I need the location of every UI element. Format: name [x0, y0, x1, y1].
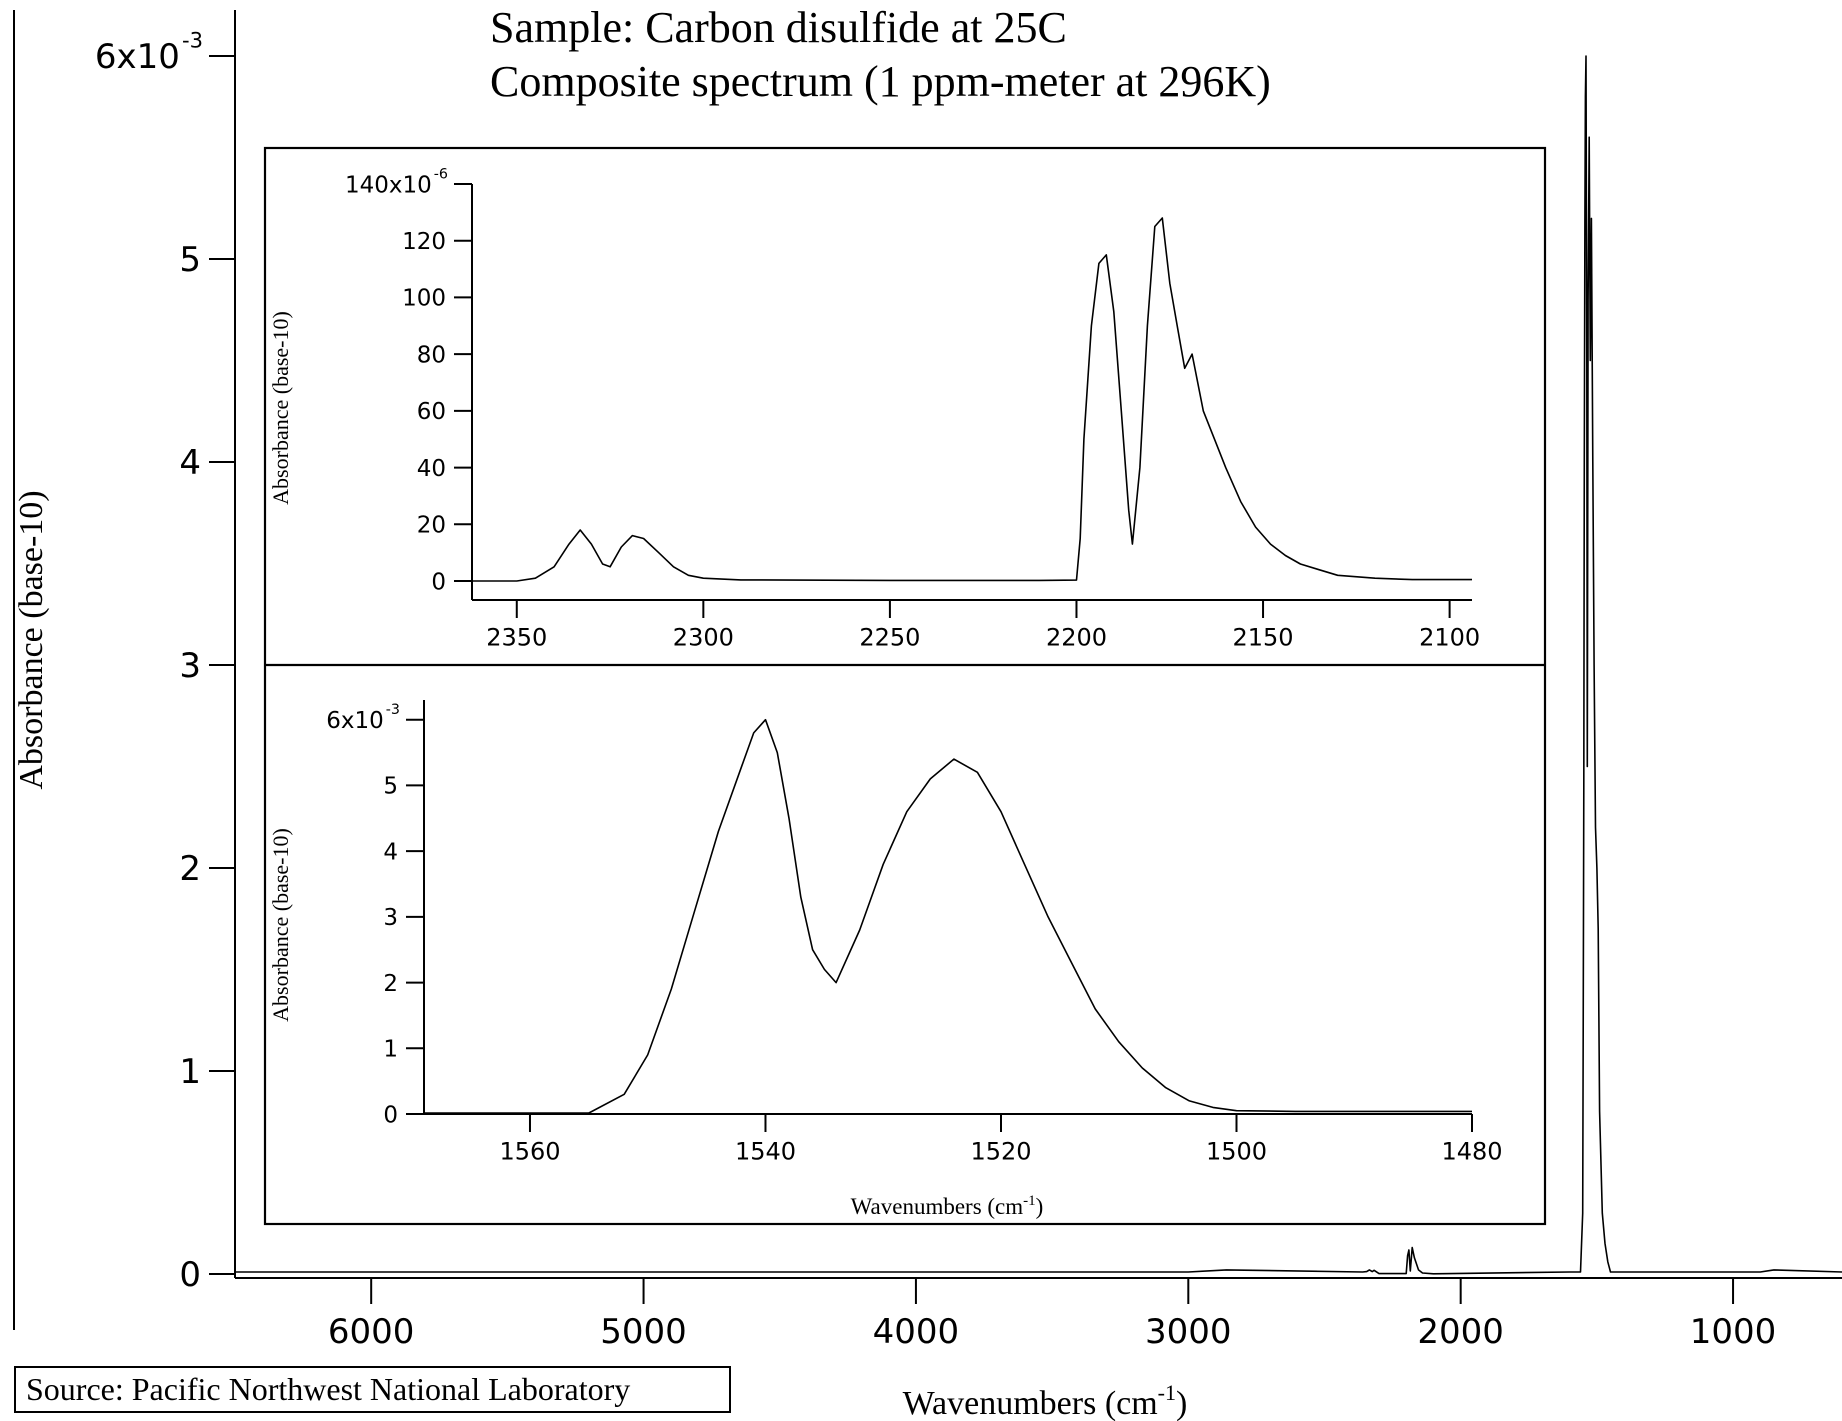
chart-title: Sample: Carbon disulfide at 25C: [490, 3, 1067, 52]
source-label: Source: Pacific Northwest National Labor…: [14, 1366, 731, 1413]
main-xtick-label: 3000: [1145, 1312, 1232, 1352]
inset-top-ytick-exponent: -6: [434, 166, 448, 182]
inset-bottom-xtick-label: 1480: [1441, 1138, 1502, 1166]
inset-top-xtick-label: 2200: [1046, 624, 1107, 652]
inset-bottom-spectrum-line: [424, 718, 1472, 1114]
main-ytick-label: 6x10: [95, 37, 180, 77]
inset-bottom-xtick-label: 1500: [1206, 1138, 1267, 1166]
inset-top-xtick-label: 2250: [859, 624, 920, 652]
inset-bottom-ytick-label: 5: [383, 774, 398, 800]
inset-top-y-axis-label: Absorbance (base-10): [268, 311, 293, 505]
main-ytick-exponent: -3: [182, 28, 203, 53]
inset-frame: [263, 146, 1547, 1226]
main-y-axis-label: Absorbance (base-10): [13, 490, 50, 789]
inset-bottom-y-axis-label: Absorbance (base-10): [268, 828, 293, 1022]
main-xtick-label: 2000: [1417, 1312, 1504, 1352]
main-xtick-label: 1000: [1690, 1312, 1777, 1352]
inset-bottom-xtick-label: 1520: [970, 1138, 1031, 1166]
inset-top-ytick-label: 40: [417, 456, 446, 482]
inset-top-spectrum-line: [472, 217, 1472, 582]
inset-bottom-xtick-label: 1540: [735, 1138, 796, 1166]
main-ytick-label: 2: [179, 849, 201, 889]
inset-top-plot: 0 20 40 60 80 100 120 140x10 -6 2350 2300 2250 2200…: [268, 166, 1480, 651]
inset-bottom-ytick-label: 3: [383, 905, 398, 931]
inset-top-ytick-label: 100: [402, 286, 446, 312]
main-ytick-label: 3: [179, 646, 201, 686]
main-ytick-label: 0: [179, 1255, 201, 1295]
inset-bottom-ytick-label: 0: [383, 1102, 398, 1128]
inset-bottom-x-axis-label: Wavenumbers (cm-1): [851, 1193, 1044, 1219]
main-ytick-label: 1: [179, 1052, 201, 1092]
inset-top-ytick-label: 120: [402, 229, 446, 255]
inset-bottom-ytick-label: 4: [383, 839, 398, 865]
main-xtick-label: 4000: [873, 1312, 960, 1352]
main-ytick-label: 4: [179, 443, 201, 483]
inset-bottom-ytick-label: 2: [383, 971, 398, 997]
inset-top-ytick-label: 140x10: [345, 172, 432, 198]
inset-top-xtick-label: 2100: [1419, 624, 1480, 652]
inset-top-xtick-label: 2300: [673, 624, 734, 652]
inset-top-ytick-label: 0: [431, 569, 446, 595]
inset-top-ytick-label: 20: [417, 513, 446, 539]
inset-top-xtick-label: 2350: [486, 624, 547, 652]
main-xtick-label: 5000: [600, 1312, 687, 1352]
inset-bottom-ytick-exponent: -3: [386, 702, 400, 718]
main-xtick-label: 6000: [328, 1312, 415, 1352]
inset-bottom-plot: 0 1 2 3 4 5 6x10 -3 1560 1540 1520 1500 1480 Absorb…: [268, 700, 1503, 1219]
inset-top-ytick-label: 80: [417, 342, 446, 368]
inset-top-xtick-label: 2150: [1233, 624, 1294, 652]
chart-subtitle: Composite spectrum (1 ppm-meter at 296K): [490, 57, 1271, 106]
main-x-axis-label: Wavenumbers (cm-1): [903, 1380, 1188, 1421]
main-spectrum-line: [235, 55, 1842, 1275]
inset-bottom-ytick-label: 1: [383, 1037, 398, 1063]
inset-bottom-ytick-label: 6x10: [326, 708, 384, 734]
inset-top-ytick-label: 60: [417, 399, 446, 425]
inset-bottom-xtick-label: 1560: [499, 1138, 560, 1166]
main-ytick-label: 5: [179, 240, 201, 280]
